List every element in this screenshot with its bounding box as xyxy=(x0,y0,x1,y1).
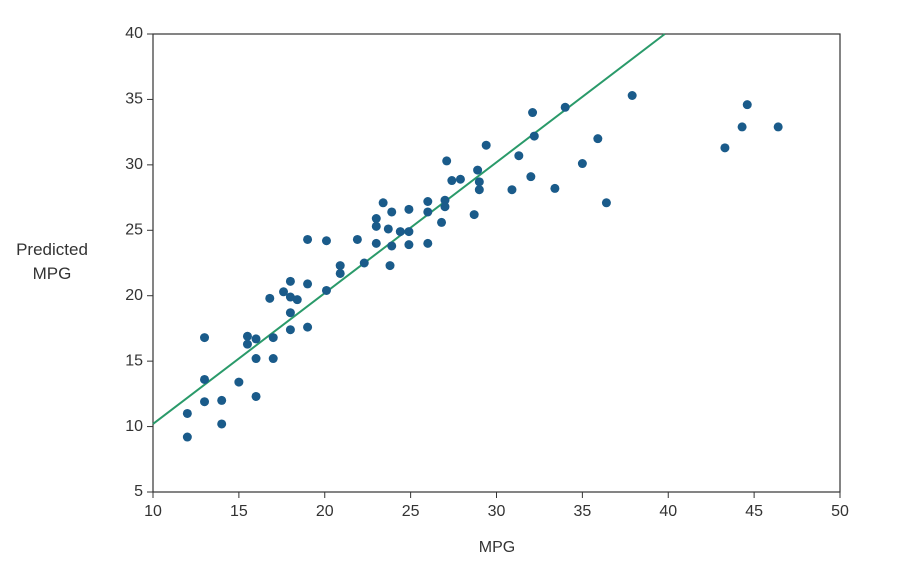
y-tick-label: 30 xyxy=(125,156,143,173)
point xyxy=(383,224,393,234)
x-tick-label: 15 xyxy=(230,503,248,520)
y-tick-label: 35 xyxy=(125,91,143,108)
point xyxy=(469,210,479,220)
point xyxy=(217,395,227,405)
point xyxy=(387,207,397,217)
point xyxy=(529,131,539,141)
point xyxy=(742,100,752,110)
x-tick-label: 25 xyxy=(402,503,420,520)
point xyxy=(279,287,289,297)
point xyxy=(251,334,261,344)
point xyxy=(593,134,603,144)
x-tick-label: 40 xyxy=(659,503,677,520)
point xyxy=(242,339,252,349)
point xyxy=(526,172,536,182)
point xyxy=(335,261,345,271)
y-tick-label: 10 xyxy=(125,418,143,435)
point xyxy=(200,333,210,343)
point xyxy=(404,240,414,250)
point xyxy=(378,198,388,208)
point xyxy=(773,122,783,132)
point xyxy=(335,268,345,278)
point xyxy=(303,279,313,289)
point xyxy=(447,176,457,186)
point xyxy=(550,183,560,193)
x-tick-label: 30 xyxy=(488,503,506,520)
point xyxy=(507,185,517,195)
point xyxy=(285,292,295,302)
x-tick-label: 35 xyxy=(573,503,591,520)
y-axis-label: Predicted MPG xyxy=(16,240,88,283)
point xyxy=(268,354,278,364)
point xyxy=(371,238,381,248)
point xyxy=(442,156,452,166)
point xyxy=(285,276,295,286)
point xyxy=(455,174,465,184)
point xyxy=(514,151,524,161)
point xyxy=(404,204,414,214)
point xyxy=(481,140,491,150)
x-tick-label: 50 xyxy=(831,503,849,520)
y-tick-label: 5 xyxy=(134,483,143,500)
point xyxy=(720,143,730,153)
point xyxy=(627,91,637,101)
point xyxy=(474,177,484,187)
point xyxy=(371,214,381,224)
point xyxy=(292,295,302,305)
point xyxy=(385,261,395,271)
point xyxy=(352,234,362,244)
point xyxy=(440,202,450,212)
point xyxy=(437,217,447,227)
point xyxy=(303,234,313,244)
point xyxy=(473,165,483,175)
point xyxy=(440,195,450,205)
y-tick-label: 15 xyxy=(125,352,143,369)
point xyxy=(285,325,295,335)
point xyxy=(737,122,747,132)
y-tick-label: 25 xyxy=(125,222,143,239)
point xyxy=(321,285,331,295)
point xyxy=(371,221,381,231)
x-axis-label: MPG xyxy=(479,539,515,556)
point xyxy=(423,196,433,206)
point xyxy=(251,391,261,401)
point xyxy=(387,241,397,251)
point xyxy=(182,432,192,442)
point xyxy=(285,308,295,318)
point xyxy=(217,419,227,429)
point xyxy=(234,377,244,387)
point xyxy=(265,293,275,303)
x-tick-label: 20 xyxy=(316,503,334,520)
y-tick-label: 20 xyxy=(125,287,143,304)
point xyxy=(182,408,192,418)
point xyxy=(359,258,369,268)
x-tick-label: 10 xyxy=(144,503,162,520)
point xyxy=(200,374,210,384)
plot-frame xyxy=(152,33,841,493)
point xyxy=(268,333,278,343)
point xyxy=(395,227,405,237)
x-tick-label: 45 xyxy=(745,503,763,520)
point xyxy=(321,236,331,246)
point xyxy=(404,227,414,237)
point xyxy=(577,159,587,169)
point xyxy=(528,108,538,118)
point xyxy=(560,102,570,112)
point xyxy=(601,198,611,208)
point xyxy=(242,331,252,341)
point xyxy=(423,207,433,217)
point xyxy=(303,322,313,332)
point xyxy=(423,238,433,248)
point xyxy=(474,185,484,195)
y-tick-label: 40 xyxy=(125,25,143,42)
point xyxy=(200,397,210,407)
point xyxy=(251,354,261,364)
